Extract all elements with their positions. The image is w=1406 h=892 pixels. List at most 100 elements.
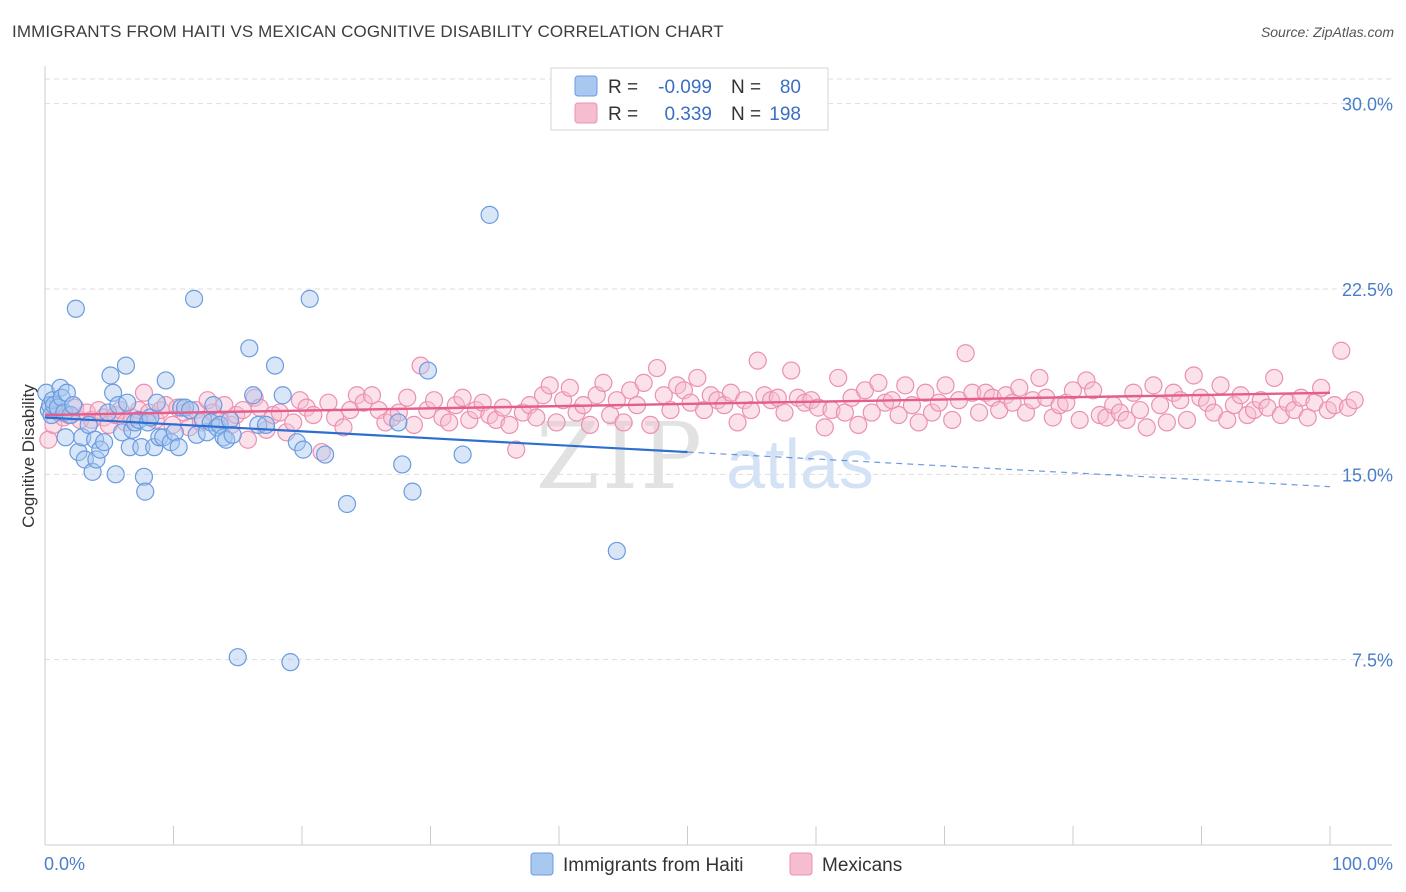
y-tick-label: 22.5% bbox=[1342, 280, 1393, 300]
y-tick-labels: 7.5% 15.0% 22.5% 30.0% bbox=[1342, 95, 1393, 671]
data-point-haiti bbox=[69, 442, 88, 462]
data-point-mexicans bbox=[1244, 400, 1264, 420]
x-tick-labels: 0.0% 100.0% bbox=[44, 854, 1393, 874]
data-point-mexicans bbox=[1023, 391, 1042, 410]
data-point-mexicans bbox=[540, 376, 559, 395]
data-point-mexicans bbox=[398, 388, 417, 407]
data-point-mexicans bbox=[849, 415, 868, 435]
data-point-mexicans bbox=[943, 410, 962, 430]
data-point-haiti bbox=[281, 653, 300, 672]
data-point-mexicans bbox=[1251, 391, 1270, 410]
data-point-mexicans bbox=[775, 403, 794, 422]
data-point-mexicans bbox=[547, 413, 566, 432]
data-point-mexicans bbox=[1010, 378, 1029, 397]
data-point-mexicans bbox=[1030, 368, 1049, 388]
data-point-haiti bbox=[116, 356, 136, 375]
data-point-mexicans bbox=[688, 368, 707, 388]
data-point-mexicans bbox=[862, 403, 881, 422]
data-point-mexicans bbox=[424, 391, 444, 410]
data-point-haiti bbox=[256, 415, 276, 435]
data-point-mexicans bbox=[513, 403, 533, 422]
data-point-mexicans bbox=[929, 393, 948, 412]
data-point-mexicans bbox=[1144, 376, 1163, 395]
legend-box: R = -0.099 N = 80 R = 0.339 N = 198 bbox=[550, 67, 829, 131]
data-point-haiti bbox=[403, 482, 422, 501]
legend-n-value-mexicans: 198 bbox=[769, 104, 801, 125]
data-point-mexicans bbox=[694, 400, 714, 420]
data-point-haiti bbox=[607, 541, 626, 561]
data-point-mexicans bbox=[1184, 366, 1203, 385]
data-point-mexicans bbox=[748, 351, 767, 370]
data-point-haiti bbox=[273, 386, 292, 405]
data-point-mexicans bbox=[1083, 381, 1103, 400]
data-point-haiti bbox=[204, 396, 223, 415]
watermark-atlas: atlas bbox=[726, 425, 874, 503]
data-point-haiti bbox=[136, 482, 155, 501]
data-point-haiti bbox=[156, 371, 175, 390]
data-point-mexicans bbox=[238, 430, 258, 449]
y-tick-label: 30.0% bbox=[1342, 95, 1393, 115]
data-point-haiti bbox=[316, 445, 335, 464]
bottom-legend-label-mexicans: Mexicans bbox=[822, 855, 902, 876]
data-point-mexicans bbox=[1218, 410, 1237, 430]
data-point-haiti bbox=[418, 361, 438, 380]
trend-line-mexicans bbox=[44, 391, 1331, 417]
data-point-mexicans bbox=[1332, 341, 1351, 360]
data-point-mexicans bbox=[1177, 410, 1197, 430]
data-point-mexicans bbox=[1130, 400, 1150, 420]
data-point-haiti bbox=[223, 425, 242, 444]
legend-r-label-mexicans: R = bbox=[608, 104, 638, 125]
data-point-mexicans bbox=[963, 383, 982, 402]
data-point-mexicans bbox=[460, 410, 479, 430]
data-point-haiti bbox=[184, 289, 204, 308]
data-point-mexicans bbox=[312, 442, 331, 462]
data-point-haiti bbox=[244, 386, 263, 405]
data-point-mexicans bbox=[835, 403, 854, 422]
x-tick-label: 100.0% bbox=[1332, 854, 1393, 874]
data-point-mexicans bbox=[1224, 396, 1244, 415]
data-point-mexicans bbox=[1117, 410, 1136, 430]
trend-lines bbox=[44, 391, 1331, 488]
data-point-haiti bbox=[132, 438, 151, 457]
chart-title: IMMIGRANTS FROM HAITI VS MEXICAN COGNITI… bbox=[12, 22, 724, 41]
data-point-mexicans bbox=[362, 386, 382, 405]
data-point-mexicans bbox=[134, 383, 154, 402]
legend-n-label-mexicans: N = bbox=[731, 104, 761, 125]
data-point-mexicans bbox=[1137, 418, 1156, 437]
legend-r-label-haiti: R = bbox=[608, 77, 638, 98]
data-point-mexicans bbox=[728, 413, 747, 432]
data-point-haiti bbox=[134, 467, 154, 486]
data-point-mexicans bbox=[1338, 398, 1358, 417]
data-point-mexicans bbox=[580, 415, 600, 435]
data-point-mexicans bbox=[815, 418, 834, 437]
data-point-mexicans bbox=[334, 418, 353, 437]
data-point-haiti bbox=[240, 339, 259, 358]
data-point-mexicans bbox=[869, 373, 888, 392]
data-point-mexicans bbox=[453, 388, 472, 407]
data-point-mexicans bbox=[889, 405, 908, 425]
legend-r-value-mexicans: 0.339 bbox=[664, 104, 712, 125]
data-point-mexicans bbox=[969, 403, 989, 422]
data-point-mexicans bbox=[1345, 391, 1364, 410]
data-point-haiti bbox=[393, 455, 412, 474]
data-point-haiti bbox=[220, 410, 240, 430]
data-point-mexicans bbox=[661, 400, 680, 420]
data-point-mexicans bbox=[782, 361, 801, 380]
data-point-mexicans bbox=[735, 391, 754, 410]
data-point-mexicans bbox=[270, 403, 289, 422]
data-point-mexicans bbox=[1157, 413, 1176, 432]
data-point-mexicans bbox=[741, 400, 761, 420]
data-point-mexicans bbox=[647, 358, 667, 378]
data-point-haiti bbox=[147, 393, 166, 412]
data-point-mexicans bbox=[614, 413, 633, 432]
source-label: Source: ZipAtlas.com bbox=[1260, 24, 1394, 40]
data-point-mexicans bbox=[1325, 396, 1344, 415]
data-point-mexicans bbox=[896, 376, 915, 395]
data-point-mexicans bbox=[1164, 383, 1183, 402]
data-point-haiti bbox=[118, 393, 137, 412]
y-tick-label: 15.0% bbox=[1342, 465, 1393, 485]
data-point-haiti bbox=[64, 396, 83, 415]
data-point-haiti bbox=[480, 205, 499, 224]
axes bbox=[44, 66, 1392, 846]
data-point-mexicans bbox=[808, 398, 828, 417]
